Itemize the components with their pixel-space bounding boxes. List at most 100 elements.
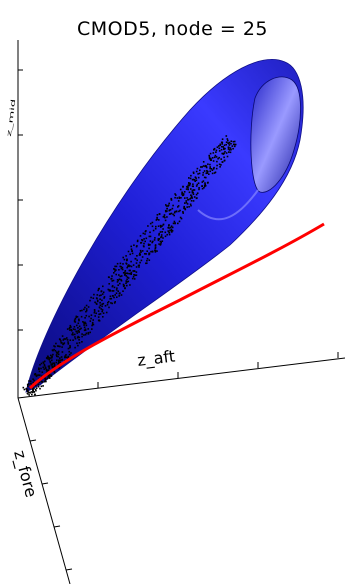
- scatter-point: [75, 316, 78, 319]
- scatter-point: [232, 143, 235, 146]
- scatter-point: [45, 367, 47, 369]
- scatter-point: [27, 389, 29, 392]
- scatter-point: [90, 314, 93, 316]
- scatter-point: [135, 274, 138, 276]
- scatter-point: [181, 191, 183, 194]
- scatter-point: [111, 290, 114, 292]
- scatter-point: [26, 383, 29, 386]
- scatter-point: [144, 240, 146, 243]
- scatter-point: [133, 244, 135, 246]
- scatter-point: [201, 181, 204, 183]
- scatter-point: [114, 301, 116, 303]
- scatter-point: [229, 151, 232, 154]
- scatter-point: [147, 243, 150, 246]
- scatter-point: [154, 244, 157, 246]
- scatter-point: [113, 268, 115, 270]
- scatter-point: [217, 157, 219, 160]
- scatter-point: [186, 203, 189, 205]
- scatter-point: [173, 220, 176, 223]
- scatter-point: [33, 379, 35, 382]
- scatter-point: [49, 360, 51, 363]
- scatter-point: [166, 216, 168, 218]
- scatter-point: [157, 238, 160, 240]
- scatter-point: [232, 140, 235, 143]
- scatter-point: [185, 201, 188, 204]
- scatter-point: [106, 303, 109, 306]
- scatter-point: [190, 188, 192, 190]
- surface-rim: [250, 76, 301, 193]
- scatter-point: [219, 166, 221, 168]
- scatter-point: [168, 227, 170, 229]
- scatter-point: [158, 213, 161, 215]
- scatter-point: [69, 339, 72, 341]
- scatter-point: [206, 169, 208, 172]
- scatter-point: [59, 361, 62, 363]
- scatter-point: [168, 213, 171, 215]
- scatter-point: [207, 163, 209, 165]
- scatter-point: [122, 272, 125, 274]
- scatter-point: [111, 275, 113, 277]
- scatter-point: [130, 260, 132, 263]
- scatter-point: [139, 249, 142, 252]
- scatter-point: [214, 171, 217, 174]
- scatter-point: [51, 356, 53, 359]
- scatter-point: [155, 219, 158, 221]
- scatter-point: [78, 331, 80, 333]
- scatter-point: [53, 365, 56, 367]
- scatter-point: [66, 328, 69, 330]
- scatter-point: [139, 235, 142, 237]
- scatter-point: [89, 331, 91, 334]
- scatter-point: [164, 219, 167, 222]
- scatter-point: [192, 189, 195, 191]
- scatter-point: [74, 333, 76, 336]
- scatter-point: [158, 234, 160, 236]
- scatter-point: [172, 204, 174, 207]
- scatter-point: [78, 318, 80, 321]
- scatter-point: [49, 361, 52, 364]
- scatter-point: [218, 145, 220, 147]
- scatter-point: [103, 296, 106, 298]
- scatter-point: [60, 342, 62, 344]
- scatter-point: [57, 351, 59, 354]
- scatter-point: [191, 190, 194, 192]
- scatter-point: [94, 315, 96, 317]
- scatter-point: [221, 161, 224, 163]
- scatter-point: [34, 373, 36, 376]
- scatter-point: [117, 290, 119, 292]
- scatter-point: [165, 205, 168, 207]
- scatter-point: [136, 255, 138, 257]
- scatter-point: [40, 367, 42, 370]
- scatter-point: [145, 262, 147, 265]
- scatter-point: [91, 324, 93, 327]
- scatter-point: [201, 166, 203, 168]
- scatter-point: [118, 269, 120, 271]
- scatter-point: [73, 319, 76, 321]
- scatter-point: [192, 185, 194, 188]
- scatter-point: [41, 371, 44, 373]
- scatter-point: [150, 250, 152, 253]
- scatter-point: [202, 171, 205, 174]
- scatter-point: [78, 319, 80, 322]
- scatter-point: [121, 268, 124, 271]
- scatter-point: [185, 188, 188, 190]
- scatter-point: [166, 233, 168, 236]
- scatter-point: [87, 333, 90, 335]
- scatter-point: [228, 141, 231, 144]
- scatter-point: [112, 279, 115, 282]
- scatter-point: [120, 279, 123, 282]
- scatter-point: [125, 282, 127, 284]
- scatter-point: [109, 298, 111, 300]
- scatter-point: [136, 239, 139, 242]
- scatter-point: [225, 143, 227, 146]
- scatter-point: [72, 339, 74, 341]
- scatter-point: [69, 345, 71, 347]
- scatter-point: [209, 152, 212, 155]
- scatter-point: [167, 204, 170, 207]
- scatter-point: [174, 210, 176, 213]
- scatter-point: [85, 309, 88, 312]
- scatter-point: [81, 333, 83, 335]
- scatter-point: [48, 376, 51, 379]
- scatter-point: [113, 296, 115, 299]
- scatter-point: [160, 235, 163, 238]
- scatter-point: [219, 144, 221, 146]
